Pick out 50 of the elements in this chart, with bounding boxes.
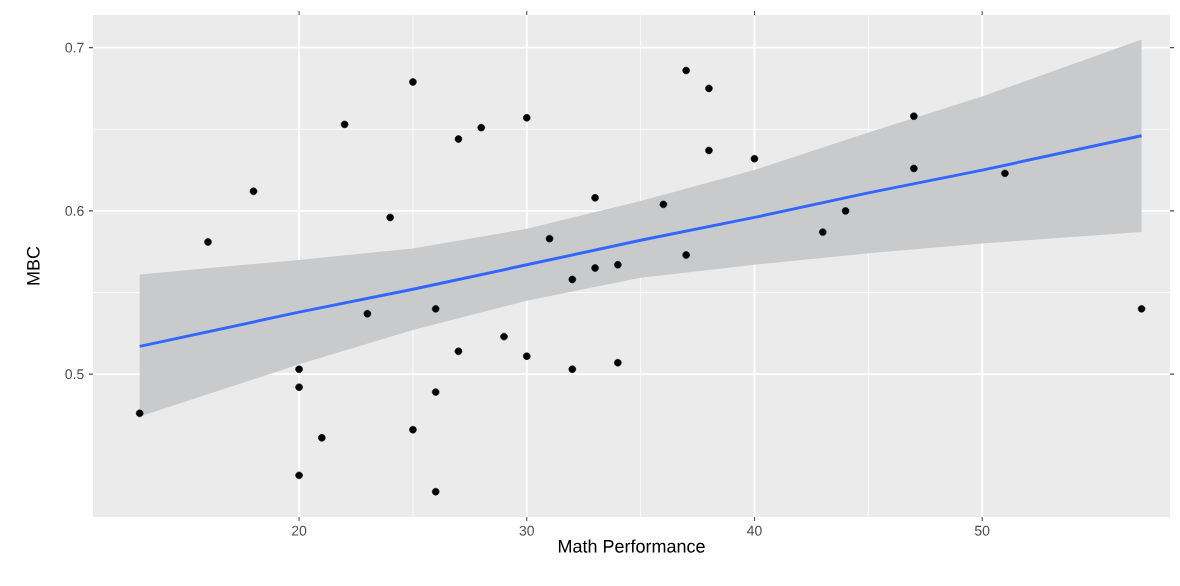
point xyxy=(614,261,622,269)
point xyxy=(910,164,918,173)
point xyxy=(682,251,690,259)
point xyxy=(614,358,622,367)
point xyxy=(431,388,440,396)
point xyxy=(318,434,326,442)
point xyxy=(841,207,850,215)
y-tick-label: 0.6 xyxy=(65,205,84,216)
point xyxy=(295,383,303,391)
point xyxy=(705,84,713,93)
line-series xyxy=(138,134,1144,348)
point xyxy=(705,146,713,155)
point xyxy=(340,120,349,129)
point xyxy=(454,135,463,143)
point xyxy=(295,365,303,373)
point xyxy=(591,264,599,272)
point xyxy=(682,66,690,75)
point xyxy=(659,200,668,209)
point xyxy=(910,112,918,120)
y-axis-title: MBC xyxy=(26,246,40,285)
point xyxy=(135,409,144,418)
point xyxy=(431,305,440,313)
point xyxy=(568,365,577,373)
x-axis-title: Math Performance xyxy=(558,539,705,553)
point xyxy=(545,234,554,243)
point xyxy=(386,213,394,222)
y-tick-label: 0.5 xyxy=(65,369,84,380)
x-tick-label: 50 xyxy=(974,525,990,536)
point xyxy=(500,332,508,341)
point xyxy=(750,154,759,163)
point xyxy=(523,352,531,360)
point xyxy=(591,194,599,202)
point xyxy=(204,238,212,246)
point xyxy=(454,347,463,356)
point xyxy=(477,123,485,132)
point xyxy=(1137,305,1146,313)
x-tick-label: 20 xyxy=(292,525,307,536)
x-tick-label: 30 xyxy=(519,525,534,536)
point xyxy=(295,471,303,480)
point xyxy=(568,275,577,284)
point xyxy=(409,78,417,86)
point xyxy=(431,487,440,496)
point xyxy=(363,310,372,318)
x-tick-label: 40 xyxy=(746,525,762,536)
point xyxy=(819,228,827,236)
point xyxy=(1001,169,1009,178)
point xyxy=(249,187,258,196)
y-tick-label: 0.7 xyxy=(65,42,84,53)
point xyxy=(409,425,417,434)
point xyxy=(523,114,531,122)
